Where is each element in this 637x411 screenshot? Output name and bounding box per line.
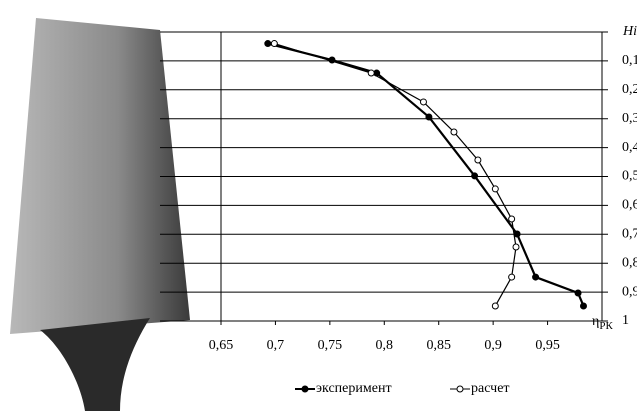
data-point bbox=[265, 41, 271, 47]
legend-label: эксперимент bbox=[316, 381, 392, 396]
data-point bbox=[420, 99, 426, 105]
chart: Hi ηРК 0,1 0,2 0,3 0,4 0,5 0,6 0,7 0,8 0,9 1 0,65 0… bbox=[0, 0, 637, 411]
data-point bbox=[533, 274, 539, 280]
blade-root bbox=[40, 318, 150, 411]
data-point bbox=[575, 290, 581, 296]
data-point bbox=[472, 173, 478, 179]
y-tick-label: 0,7 bbox=[622, 227, 637, 242]
data-point bbox=[368, 70, 374, 76]
data-point bbox=[580, 303, 586, 309]
y-axis-title: Hi bbox=[622, 24, 637, 39]
x-tick-label: 0,75 bbox=[318, 338, 343, 353]
legend-marker bbox=[457, 386, 463, 392]
x-tick-label: 0,8 bbox=[376, 338, 394, 353]
page: {"chart_data": {"type": "line", "y_label… bbox=[0, 0, 637, 411]
legend-marker bbox=[302, 386, 308, 392]
data-point bbox=[475, 157, 481, 163]
data-point bbox=[514, 231, 520, 237]
y-tick-label: 0,3 bbox=[622, 111, 637, 126]
y-tick-label: 1 bbox=[622, 313, 629, 328]
data-point bbox=[492, 186, 498, 192]
data-point bbox=[492, 303, 498, 309]
x-axis-title-main: η bbox=[592, 314, 599, 329]
data-point bbox=[509, 216, 515, 222]
data-point bbox=[513, 244, 519, 250]
y-tick-label: 0,5 bbox=[622, 169, 637, 184]
y-tick-label: 0,2 bbox=[622, 82, 637, 97]
x-tick-label: 0,65 bbox=[209, 338, 234, 353]
data-point bbox=[271, 41, 277, 47]
series-line bbox=[274, 44, 516, 306]
x-axis-title: ηРК bbox=[592, 314, 613, 331]
series-line bbox=[268, 44, 584, 306]
y-tick-label: 0,6 bbox=[622, 198, 637, 213]
x-tick-label: 0,9 bbox=[484, 338, 502, 353]
x-tick-label: 0,85 bbox=[426, 338, 451, 353]
y-tick-label: 0,4 bbox=[622, 140, 637, 155]
y-tick-label: 0,1 bbox=[622, 53, 637, 68]
y-tick-label: 0,9 bbox=[622, 284, 637, 299]
data-point bbox=[426, 114, 432, 120]
x-tick-label: 0,95 bbox=[535, 338, 560, 353]
data-point bbox=[509, 274, 515, 280]
y-tick-label: 0,8 bbox=[622, 255, 637, 270]
legend-label: расчет bbox=[471, 381, 510, 396]
data-point bbox=[451, 129, 457, 135]
x-tick-label: 0,7 bbox=[267, 338, 285, 353]
